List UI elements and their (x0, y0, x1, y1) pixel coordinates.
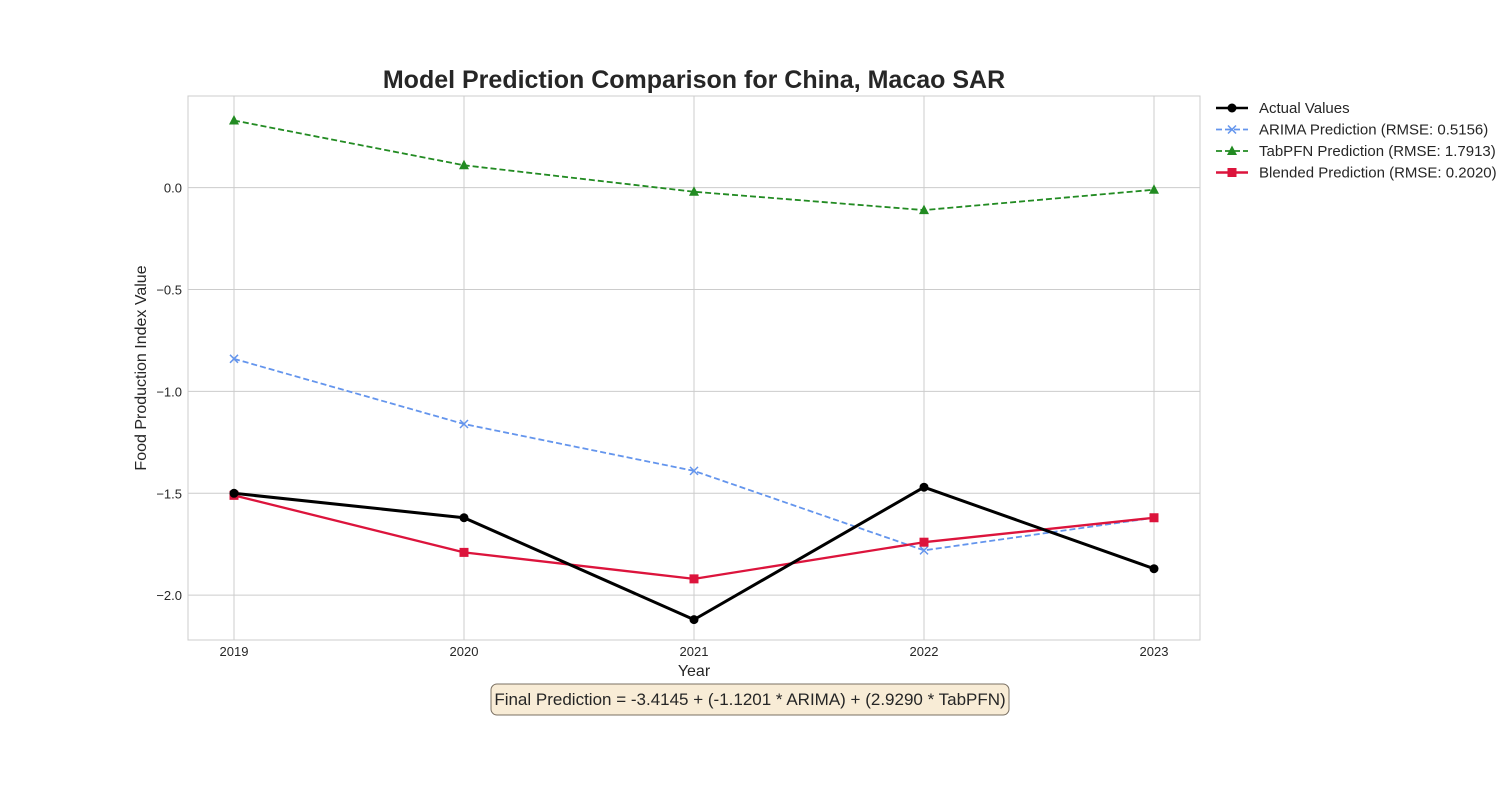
legend-marker (1227, 103, 1237, 113)
y-tick-label: −2.0 (156, 588, 182, 603)
y-axis-label: Food Production Index Value (133, 265, 150, 470)
x-tick-label: 2020 (450, 644, 479, 659)
data-point (229, 354, 239, 364)
x-tick-label: 2023 (1140, 644, 1169, 659)
x-tick-labels: 2019 2020 2021 2022 2023 (220, 644, 1169, 659)
legend-item: Actual Values (1216, 100, 1350, 117)
data-point (689, 574, 699, 584)
legend: Actual Values ARIMA Prediction (RMSE: 0.5… (1216, 100, 1497, 182)
data-point (1149, 513, 1159, 523)
series-line (233, 119, 1155, 211)
x-tick-label: 2022 (910, 644, 939, 659)
y-tick-labels: 0.0 −0.5 −1.0 −1.5 −2.0 (156, 181, 182, 603)
data-point (459, 513, 469, 523)
data-point (459, 547, 469, 557)
formula-box: Final Prediction = -3.4145 + (-1.1201 * … (490, 683, 1010, 716)
legend-label: ARIMA Prediction (RMSE: 0.5156) (1259, 122, 1488, 139)
data-point (229, 114, 239, 125)
y-tick-label: −1.5 (156, 486, 182, 501)
series-tabpfn-prediction (229, 114, 1159, 215)
y-tick-label: −0.5 (156, 283, 182, 298)
formula-text: Final Prediction = -3.4145 + (-1.1201 * … (494, 690, 1005, 709)
data-point (229, 488, 239, 498)
formula-box-background (490, 683, 1010, 716)
data-point (919, 204, 929, 215)
x-tick-label: 2021 (680, 644, 709, 659)
series-actual-values (229, 482, 1159, 625)
plot-frame (187, 95, 1201, 641)
data-point (919, 545, 929, 555)
x-tick-label: 2019 (220, 644, 249, 659)
legend-marker (1227, 145, 1237, 155)
legend-item: ARIMA Prediction (RMSE: 0.5156) (1216, 122, 1488, 139)
legend-label: TabPFN Prediction (RMSE: 1.7913) (1259, 143, 1496, 160)
legend-label: Blended Prediction (RMSE: 0.2020) (1259, 165, 1497, 182)
data-point (1149, 564, 1159, 574)
y-tick-label: 0.0 (164, 181, 182, 196)
legend-item: Blended Prediction (RMSE: 0.2020) (1216, 165, 1497, 182)
legend-label: Actual Values (1259, 100, 1350, 117)
x-axis-label: Year (678, 663, 711, 680)
data-point (919, 482, 929, 492)
legend-marker (1227, 168, 1237, 177)
data-point (459, 159, 469, 170)
data-point (1149, 184, 1159, 194)
data-point (689, 466, 699, 476)
y-tick-label: −1.0 (156, 384, 182, 399)
legend-item: TabPFN Prediction (RMSE: 1.7913) (1216, 143, 1496, 160)
data-point (459, 419, 469, 429)
data-point (919, 537, 929, 547)
series-layer (229, 114, 1159, 625)
data-point (689, 186, 699, 196)
chart-title: Model Prediction Comparison for China, M… (383, 66, 1005, 94)
data-point (689, 615, 699, 625)
legend-marker (1227, 124, 1237, 135)
